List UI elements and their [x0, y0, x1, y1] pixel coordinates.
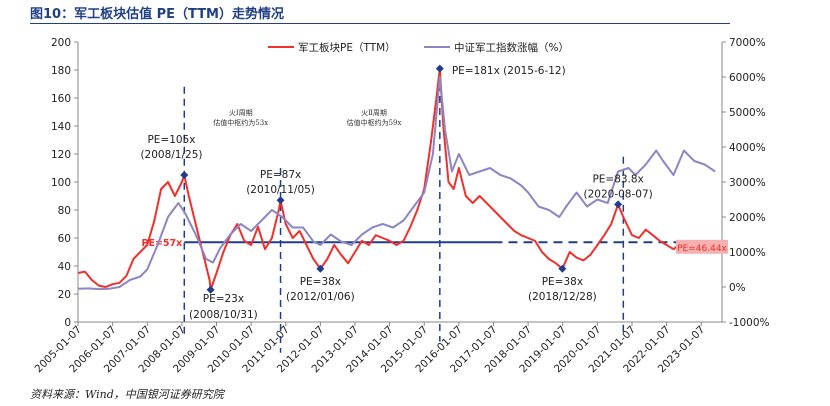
y-right-tick-label: 2000%	[729, 212, 766, 224]
y-left-tick-label: 200	[51, 37, 71, 49]
pe-marker	[180, 171, 189, 179]
y-left-tick-label: 140	[51, 121, 71, 133]
pe-annotation-label: PE=23x	[203, 293, 244, 305]
pe-annotation-date: (2020-08-07)	[584, 188, 653, 200]
y-right-tick-label: 3000%	[729, 177, 766, 189]
pe-annotation-label: PE=181x (2015-6-12)	[452, 65, 566, 77]
period-note-line2: 估值中枢约为59x	[347, 118, 402, 127]
y-right-tick-label: 6000%	[729, 72, 766, 84]
pe-marker	[558, 264, 567, 273]
y-left-tick-label: 20	[58, 289, 71, 301]
y-left-tick-label: 160	[51, 93, 71, 105]
y-left-tick-label: 60	[58, 233, 71, 245]
legend-label-index: 中证军工指数涨幅（%）	[454, 41, 569, 54]
y-left-tick-label: 80	[58, 205, 71, 217]
pe-annotation-label: PE=87x	[260, 169, 301, 181]
pe-marker	[206, 285, 215, 294]
pe-marker	[316, 264, 325, 273]
y-left-tick-label: 0	[64, 317, 71, 329]
pe-marker	[435, 64, 444, 73]
period-note-line2: 估值中枢约为53x	[213, 118, 268, 127]
right-label-box	[676, 239, 728, 254]
figure-source: 资料来源：Wind，中国银河证券研究院	[30, 388, 224, 401]
y-right-tick-label: 7000%	[729, 37, 766, 49]
pe-marker	[614, 200, 623, 209]
pe-annotation-date: (2018/12/28)	[528, 291, 597, 303]
figure-title: 图10：军工板块估值 PE（TTM）走势情况	[30, 7, 284, 22]
pe-annotation-date: (2010/11/05)	[246, 184, 315, 196]
pe-annotation-date: (2012/01/06)	[286, 291, 355, 303]
y-left-tick-label: 100	[51, 177, 71, 189]
pe-annotation-date: (2008/1/25)	[140, 149, 202, 161]
y-right-tick-label: -1000%	[729, 317, 770, 329]
period-note-line1: 火Ⅰ周期	[229, 109, 253, 117]
index-series-line	[77, 76, 716, 291]
pe-annotation-label: PE=83.8x	[592, 173, 643, 185]
title-rule	[30, 23, 730, 24]
legend-label-pe: 军工板块PE（TTM）	[298, 41, 396, 54]
pe-annotation-label: PE=38x	[542, 276, 583, 288]
y-right-tick-label: 0%	[729, 282, 746, 294]
pe57-reference-label: PE=57x	[142, 238, 183, 249]
y-left-tick-label: 120	[51, 149, 71, 161]
right-label-text: PE=46.44x	[677, 244, 727, 254]
pe-annotation-date: (2008/10/31)	[189, 309, 258, 321]
y-left-tick-label: 180	[51, 65, 71, 77]
pe-series-line	[77, 67, 716, 291]
pe-annotation-label: PE=105x	[147, 134, 195, 146]
y-right-tick-label: 1000%	[729, 247, 766, 259]
y-right-tick-label: 4000%	[729, 142, 766, 154]
y-left-tick-label: 40	[58, 261, 71, 273]
pe-annotation-label: PE=38x	[300, 276, 341, 288]
y-right-tick-label: 5000%	[729, 107, 766, 119]
pe-marker	[276, 196, 285, 205]
period-note-line1: 火Ⅱ周期	[361, 109, 387, 117]
